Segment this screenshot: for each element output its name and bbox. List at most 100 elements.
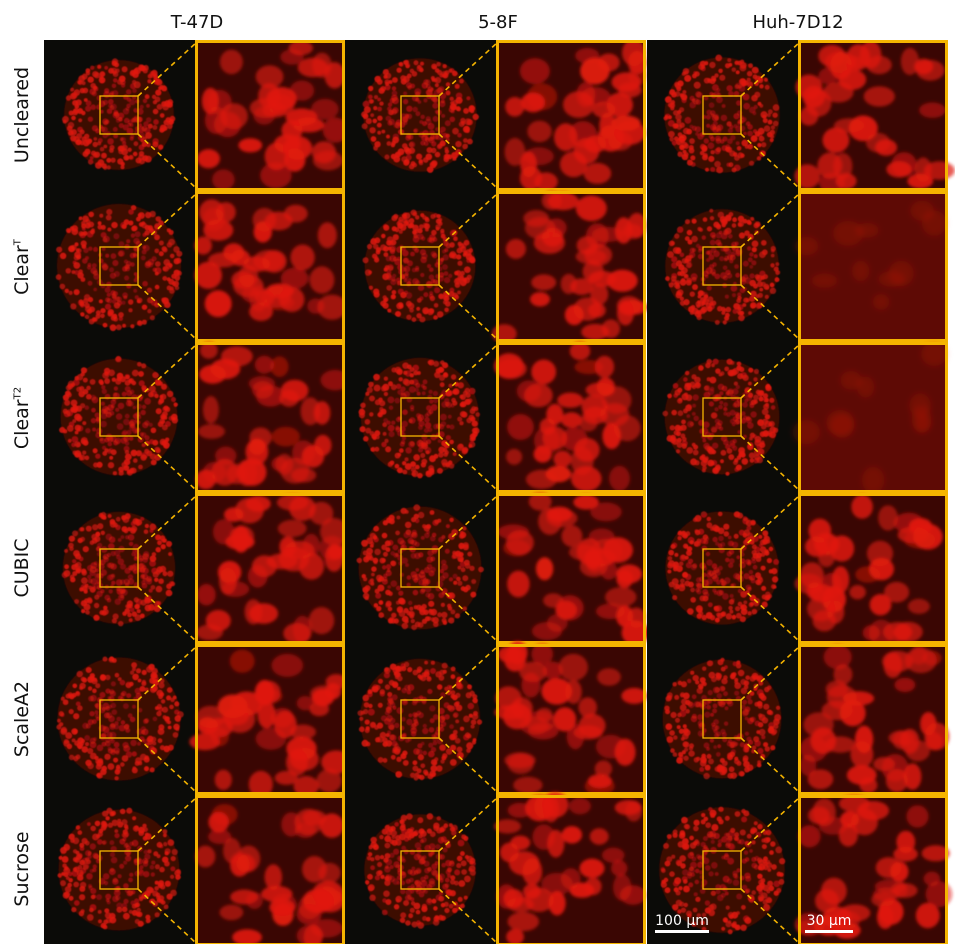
zoom-frame: [798, 795, 948, 944]
connector-line: [740, 796, 801, 852]
zoom-frame: [195, 795, 345, 944]
inset-box: [400, 699, 440, 739]
connector-line: [740, 284, 801, 341]
inset-box: [99, 246, 139, 286]
column-label-58f: 5-8F: [478, 12, 518, 33]
inset-box: [702, 548, 742, 588]
connector-line: [137, 888, 198, 944]
connector-line: [740, 192, 801, 248]
zoom-frame: [496, 40, 646, 191]
zoom-nuclei: [504, 40, 647, 191]
connector-line: [740, 41, 801, 97]
connector-line: [740, 343, 801, 399]
connector-line: [137, 737, 198, 794]
zoom-frame: [496, 493, 646, 644]
inset-box: [400, 246, 440, 286]
inset-box: [702, 95, 742, 135]
inset-box: [400, 95, 440, 135]
zoom-frame: [195, 40, 345, 191]
connector-line: [740, 494, 801, 550]
connector-line: [740, 645, 801, 701]
connector-line: [740, 888, 801, 944]
inset-box: [400, 397, 440, 437]
connector-line: [438, 586, 499, 643]
connector-line: [740, 737, 801, 794]
connector-line: [137, 284, 198, 341]
connector-line: [137, 133, 198, 190]
connector-line: [137, 343, 198, 399]
zoom-nuclei: [494, 791, 647, 944]
connector-line: [438, 435, 499, 492]
inset-box: [702, 850, 742, 890]
zoom-frame: [496, 191, 646, 342]
scalebar-overview: 100 µm: [655, 913, 709, 933]
zoom-nuclei: [494, 641, 647, 795]
connector-line: [740, 586, 801, 643]
spheroid: [357, 658, 483, 781]
microscopy-grid: [44, 40, 955, 944]
zoom-nuclei: [195, 342, 350, 490]
zoom-nuclei: [197, 40, 349, 191]
connector-line: [137, 586, 198, 643]
connector-line: [438, 645, 499, 701]
zoom-nuclei: [494, 342, 641, 492]
row-label-uncleared: Uncleared: [11, 66, 33, 164]
connector-line: [740, 133, 801, 190]
row-label-cubic: CUBIC: [11, 538, 33, 598]
row-label-clear-t2: ClearT2: [11, 386, 33, 450]
scalebar-zoom: 30 µm: [805, 913, 853, 933]
spheroid: [56, 656, 184, 781]
connector-line: [137, 192, 198, 248]
spheroid: [659, 806, 786, 935]
spheroid: [57, 807, 182, 931]
connector-line: [438, 41, 499, 97]
inset-box: [99, 548, 139, 588]
connector-line: [438, 796, 499, 852]
zoom-nuclei: [794, 494, 943, 647]
spheroid: [55, 203, 183, 332]
connector-line: [438, 737, 499, 794]
zoom-frame: [798, 342, 948, 493]
zoom-nuclei: [194, 199, 347, 322]
zoom-frame: [798, 191, 948, 342]
zoom-frame: [496, 342, 646, 493]
inset-box: [400, 850, 440, 890]
column-label-t47d: T-47D: [170, 12, 224, 33]
connector-line: [438, 284, 499, 341]
zoom-nuclei: [794, 40, 955, 193]
zoom-frame: [798, 644, 948, 795]
inset-box: [99, 397, 139, 437]
connector-line: [137, 435, 198, 492]
zoom-frame: [496, 644, 646, 795]
zoom-frame: [496, 795, 646, 944]
column-label-huh7d12: Huh-7D12: [752, 12, 844, 33]
inset-box: [99, 699, 139, 739]
zoom-nuclei: [794, 200, 947, 310]
connector-line: [137, 645, 198, 701]
row-label-sucrose: Sucrose: [11, 831, 33, 907]
zoom-frame: [195, 342, 345, 493]
zoom-nuclei: [799, 644, 950, 793]
connector-line: [137, 796, 198, 852]
zoom-nuclei: [195, 804, 345, 944]
zoom-frame: [798, 40, 948, 191]
zoom-frame: [195, 644, 345, 795]
inset-box: [99, 95, 139, 135]
inset-box: [400, 548, 440, 588]
zoom-frame: [195, 191, 345, 342]
zoom-nuclei: [196, 494, 348, 644]
zoom-nuclei: [497, 492, 650, 646]
connector-line: [438, 343, 499, 399]
connector-line: [740, 435, 801, 492]
zoom-nuclei: [792, 341, 948, 494]
connector-line: [137, 494, 198, 550]
inset-box: [99, 850, 139, 890]
zoom-frame: [195, 493, 345, 644]
spheroid: [662, 657, 782, 780]
row-label-clear-t: ClearT: [11, 239, 33, 295]
zoom-frame: [798, 493, 948, 644]
inset-box: [702, 397, 742, 437]
connector-line: [438, 494, 499, 550]
spheroid: [358, 357, 481, 479]
